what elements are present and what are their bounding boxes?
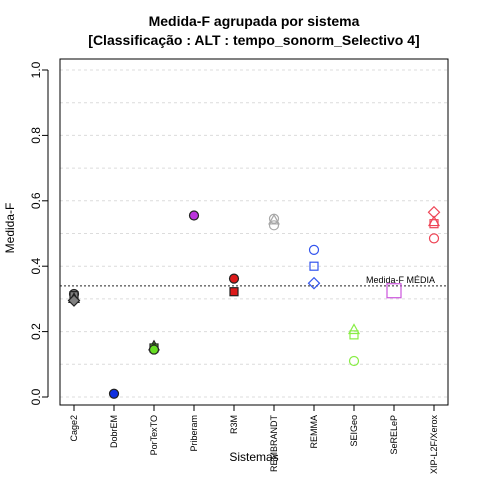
y-axis: 0.0 0.2 0.4 0.6 0.8 1.0: [29, 61, 49, 405]
x-tick-label: R3M: [229, 415, 239, 434]
x-tick-label: XIP-L2F/Xerox: [429, 415, 439, 475]
data-point: [348, 355, 360, 367]
data-point: [428, 233, 440, 244]
data-point: [188, 210, 200, 221]
x-tick-label: REMBRANDT: [269, 415, 279, 473]
plot-frame: [59, 58, 449, 406]
data-point: [108, 388, 120, 399]
reference-line-group: Medida-F MÉDIA: [60, 275, 448, 287]
data-point: [148, 344, 160, 355]
y-tick-label: 1.0: [29, 61, 43, 78]
x-tick-label: PorTexTO: [149, 415, 159, 455]
y-axis-label: Medida-F: [3, 203, 17, 254]
data-point: [308, 244, 320, 255]
data-point: [267, 213, 281, 225]
y-tick-label: 0.0: [29, 388, 43, 405]
x-tick-label: SEIGeo: [349, 415, 359, 447]
data-point: [429, 219, 439, 229]
y-tick-label: 0.2: [29, 323, 43, 340]
x-axis: Cage2 DobrEM PorTexTO Priberam R3M REMBRANDT R…: [69, 404, 439, 475]
y-tick-label: 0.6: [29, 192, 43, 209]
grid: [60, 69, 448, 398]
reference-line-label: Medida-F MÉDIA: [366, 275, 435, 285]
y-tick-label: 0.4: [29, 258, 43, 275]
data-point: [229, 287, 239, 297]
chart-title: Medida-F agrupada por sistema: [149, 13, 360, 29]
x-axis-label: Sistemas: [229, 450, 278, 464]
data-point: [309, 261, 319, 271]
y-tick-label: 0.8: [29, 127, 43, 144]
data-point: [268, 220, 280, 231]
data-point: [347, 323, 361, 335]
data-point: [307, 276, 321, 290]
x-tick-label: Cage2: [69, 415, 79, 442]
x-tick-label: SeRELeP: [389, 415, 399, 455]
data-point: [386, 283, 402, 299]
x-tick-label: Priberam: [189, 415, 199, 452]
data-points: [67, 205, 441, 399]
data-point: [228, 273, 240, 284]
data-point: [67, 294, 81, 307]
data-point: [349, 330, 359, 340]
data-point: [427, 215, 441, 227]
chart-subtitle: [Classificação : ALT : tempo_sonorm_Sele…: [88, 32, 419, 48]
x-tick-label: DobrEM: [109, 415, 119, 448]
x-tick-label: REMMA: [309, 415, 319, 449]
